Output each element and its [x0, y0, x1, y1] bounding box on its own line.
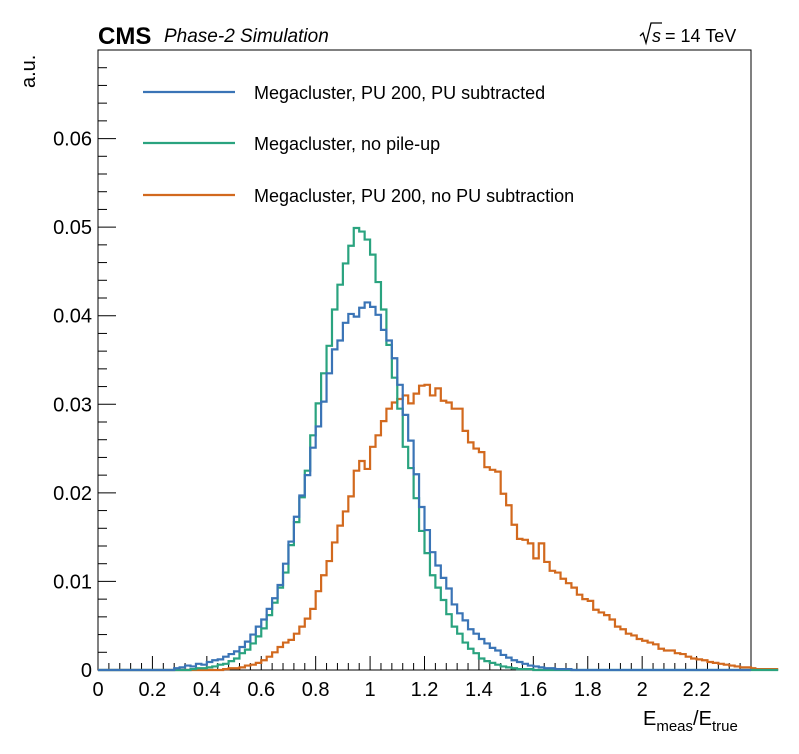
x-tick-label: 1.4: [465, 679, 493, 701]
x-axis-sub1: meas: [656, 718, 693, 735]
legend-label: Megacluster, PU 200, PU subtracted: [254, 83, 545, 103]
experiment-label: CMS: [98, 23, 151, 50]
x-axis-main: E: [643, 708, 656, 730]
x-tick-label: 0.2: [139, 679, 167, 701]
x-axis-mid: /E: [693, 708, 712, 730]
x-tick-label: 0.6: [247, 679, 275, 701]
legend-label: Megacluster, PU 200, no PU subtraction: [254, 186, 574, 206]
legend-label: Megacluster, no pile-up: [254, 134, 440, 154]
tick-labels: 0 0.2 0.4 0.6 0.8 1 1.2 1.4 1.6 1.8 2 2.2 0 0.01 0.02 0…: [53, 129, 710, 701]
sqrt-icon: [639, 22, 662, 46]
x-tick-label: 2.2: [683, 679, 711, 701]
x-tick-label: 1.2: [411, 679, 439, 701]
x-tick-label: 2: [637, 679, 648, 701]
x-axis-title: Emeas/Etrue: [643, 708, 738, 735]
x-tick-label: 0: [92, 679, 103, 701]
x-tick-label: 1.8: [574, 679, 602, 701]
energy-value: = 14 TeV: [665, 26, 736, 46]
energy-label: s = 14 TeV: [639, 22, 736, 46]
y-tick-label: 0: [81, 660, 92, 682]
sqrt-s-label: s: [652, 26, 661, 46]
y-tick-label: 0.06: [53, 129, 92, 151]
series-line-2: [98, 383, 779, 672]
y-tick-label: 0.03: [53, 394, 92, 416]
y-tick-label: 0.05: [53, 217, 92, 239]
x-tick-label: 0.8: [302, 679, 330, 701]
x-axis-sub2: true: [712, 718, 738, 735]
legend: Megacluster, PU 200, PU subtracted Megacl…: [143, 83, 574, 206]
y-tick-label: 0.04: [53, 306, 92, 328]
series-line-1: [98, 226, 779, 672]
svg-text:Emeas/Etrue: Emeas/Etrue: [643, 708, 738, 735]
series-line-0: [98, 301, 751, 672]
subtitle-label: Phase-2 Simulation: [164, 26, 329, 47]
x-tick-label: 0.4: [193, 679, 221, 701]
y-tick-label: 0.02: [53, 483, 92, 505]
x-tick-label: 1: [365, 679, 376, 701]
x-tick-label: 1.6: [519, 679, 547, 701]
series-layer: [98, 226, 779, 672]
y-tick-label: 0.01: [53, 571, 92, 593]
y-axis-title: a.u.: [18, 55, 40, 88]
